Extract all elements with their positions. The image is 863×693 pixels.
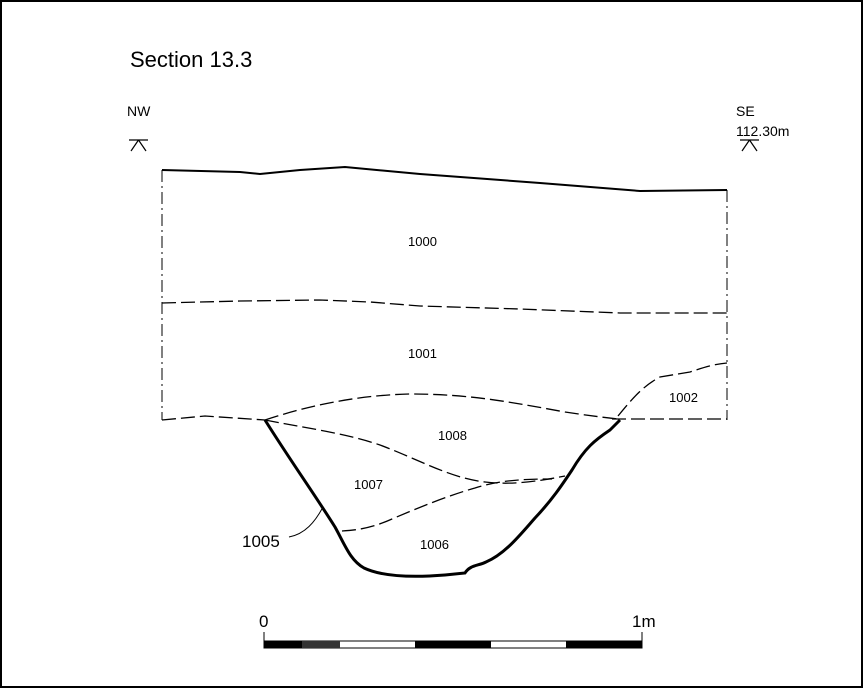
boundary-1002: [617, 362, 728, 417]
boundary-1008-top: [264, 393, 619, 421]
context-label-1008: 1008: [438, 428, 467, 443]
horizon-1000-1001: [161, 299, 727, 314]
cut-1005-outline: [263, 418, 622, 578]
ground-surface-line: [161, 165, 728, 193]
cut-label-1005: 1005: [242, 532, 280, 551]
datum-marker-right: [740, 139, 759, 152]
scale-bar-start-label: 0: [259, 612, 268, 631]
context-label-1006: 1006: [420, 537, 449, 552]
orientation-left-label: NW: [127, 103, 151, 119]
orientation-right-label: SE: [736, 103, 755, 119]
scale-bar: [263, 632, 643, 649]
excavation-base-left: [161, 415, 266, 421]
context-label-1001: 1001: [408, 346, 437, 361]
context-label-1000: 1000: [408, 234, 437, 249]
cut-1005-leader-line: [288, 506, 324, 538]
context-label-1007: 1007: [354, 477, 383, 492]
boundary-1007-1006: [341, 478, 553, 532]
datum-marker-left: [129, 139, 148, 152]
context-label-1002: 1002: [669, 390, 698, 405]
scale-bar-end-label: 1m: [632, 612, 656, 631]
datum-level-label: 112.30m: [736, 123, 789, 139]
section-title: Section 13.3: [130, 47, 252, 72]
